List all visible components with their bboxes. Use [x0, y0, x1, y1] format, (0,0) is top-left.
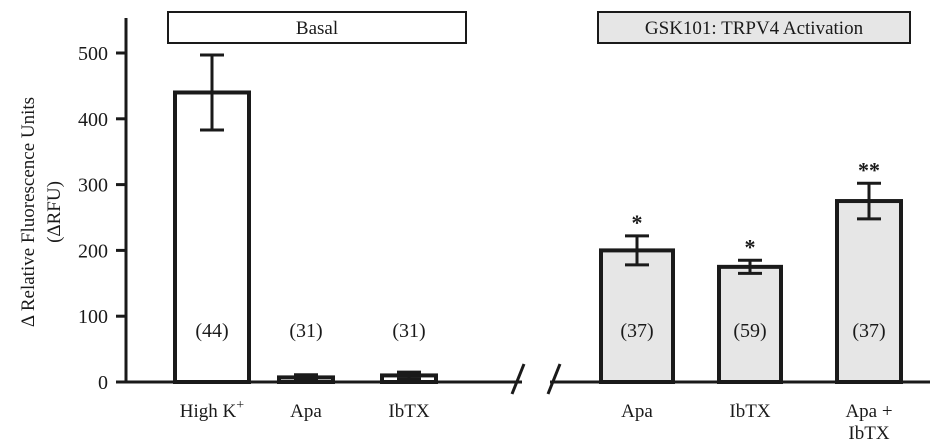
significance-marker: *	[632, 210, 643, 235]
bar	[835, 199, 903, 384]
y-tick-label: 0	[98, 372, 108, 394]
axis-break-mark-left	[510, 363, 526, 395]
category-label-ibtx: IbTX	[388, 401, 429, 422]
category-label-superscript: +	[236, 398, 244, 413]
n-label: (59)	[733, 320, 766, 342]
n-label: (37)	[852, 320, 885, 342]
y-tick-label: 200	[78, 240, 108, 262]
n-label: (31)	[289, 320, 322, 342]
group-label-basal: Basal	[296, 18, 338, 39]
group-box-basal	[167, 11, 467, 44]
bar	[599, 248, 675, 384]
bar	[717, 264, 783, 385]
group-box-gsk101	[597, 11, 911, 44]
significance-marker: **	[858, 157, 880, 182]
y-tick-label: 400	[78, 109, 108, 131]
y-tick-label: 300	[78, 175, 108, 197]
n-label: (44)	[195, 320, 228, 342]
group-label-gsk101: GSK101: TRPV4 Activation	[645, 18, 864, 39]
category-label-apa-ibtx-line2: IbTX	[848, 423, 889, 444]
n-label: (37)	[620, 320, 653, 342]
category-label-high-k: High K+	[180, 398, 244, 422]
category-label-ibtx-gsk: IbTX	[729, 401, 770, 422]
y-tick-label: 100	[78, 306, 108, 328]
category-label-apa: Apa	[290, 401, 322, 422]
y-axis-ticks: 0 100 200 300 400 500	[78, 43, 126, 394]
bars-layer: (44) (31) (31) (37) * (59) * (37) **	[173, 53, 903, 385]
n-label: (31)	[392, 320, 425, 342]
category-label-apa-gsk: Apa	[621, 401, 653, 422]
category-label-apa-ibtx: Apa +	[845, 401, 892, 422]
significance-marker: *	[745, 234, 756, 259]
y-axis-title: Δ Relative Fluorescence Units	[18, 97, 39, 327]
y-tick-label: 500	[78, 43, 108, 65]
y-axis-unit: (ΔRFU)	[44, 181, 65, 243]
axis-break-mark-right	[546, 363, 562, 395]
